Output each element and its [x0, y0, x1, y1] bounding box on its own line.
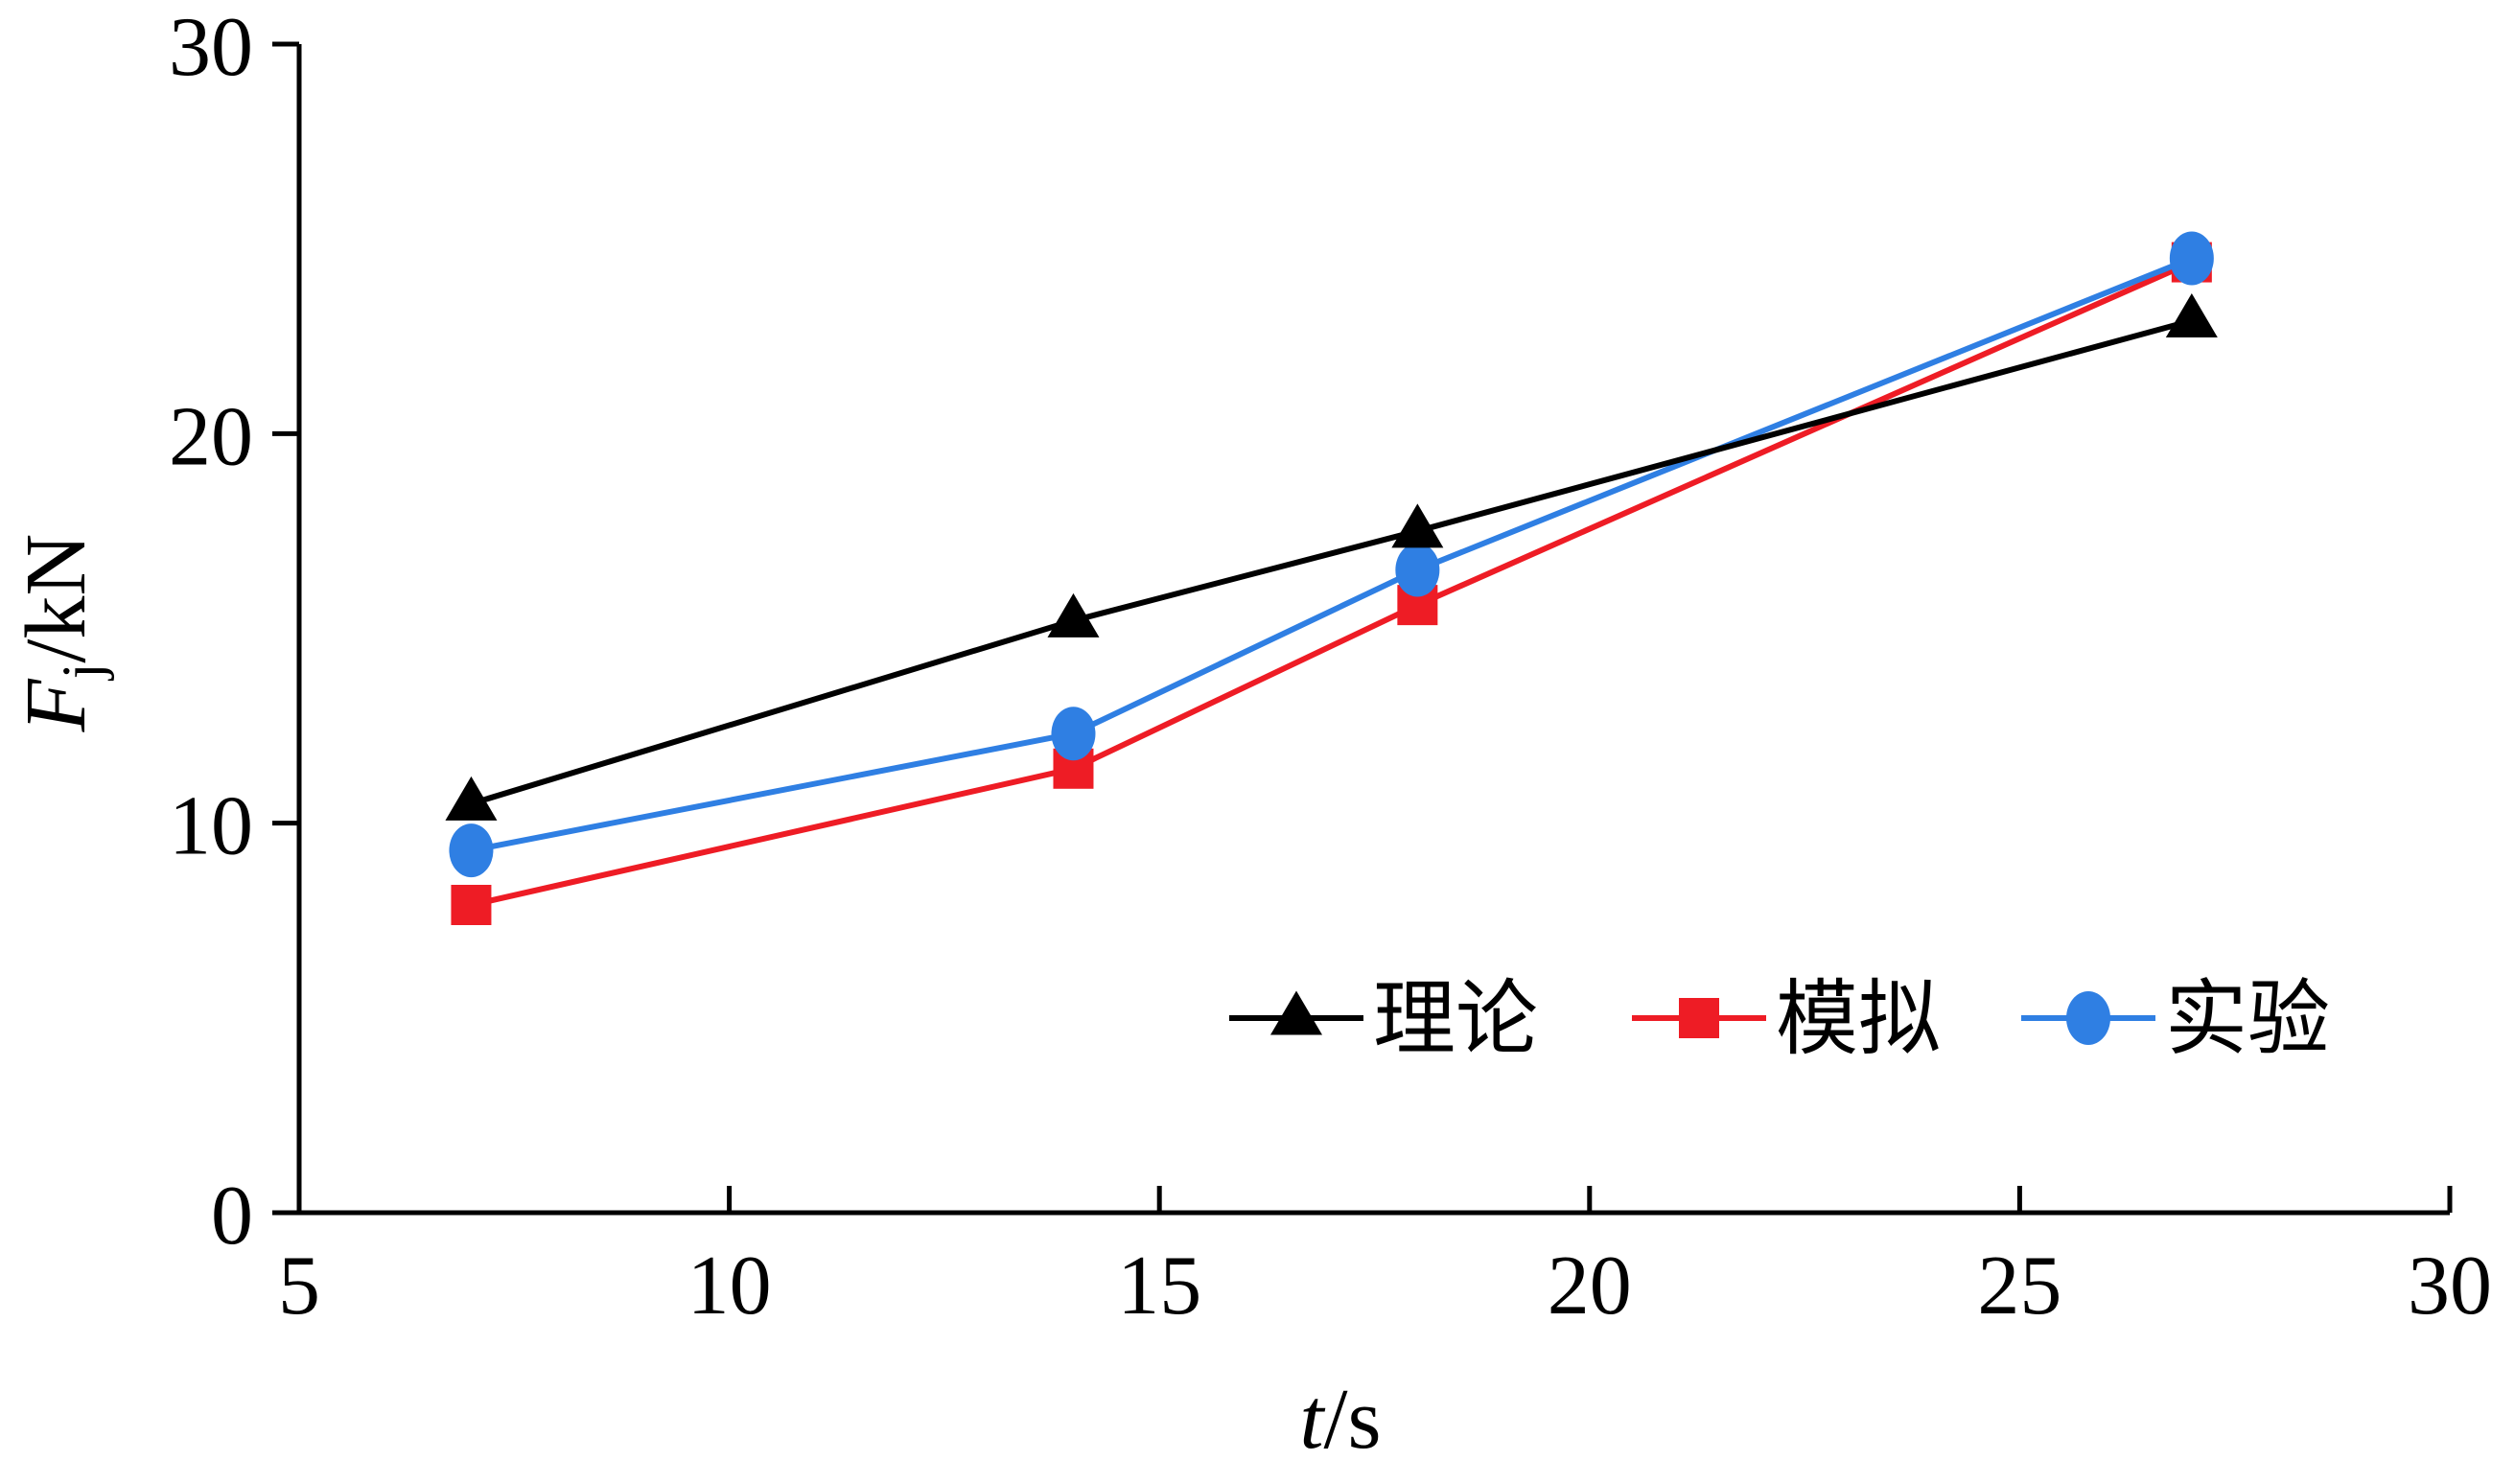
data-point: [449, 823, 494, 878]
legend-item-3: 实验: [2021, 971, 2330, 1067]
data-point: [445, 776, 498, 821]
data-point: [2165, 292, 2218, 337]
legend-label: 模拟: [1776, 971, 1941, 1067]
x-tick-label: 5: [278, 1240, 320, 1333]
legend-marker: [1679, 998, 1719, 1038]
series-line: [470, 255, 2193, 854]
y-tick-label: 10: [169, 780, 253, 873]
legend-marker: [2066, 991, 2110, 1045]
y-axis-title: Fj/kN: [9, 534, 114, 733]
y-tick-label: 30: [169, 1, 253, 94]
series-layer: [445, 231, 2218, 925]
series-2: [451, 242, 2212, 925]
data-point: [1051, 707, 1096, 761]
data-point: [1391, 503, 1444, 548]
data-point: [2169, 231, 2214, 286]
series-line: [470, 317, 2193, 807]
x-axis-title: t/s: [1299, 1372, 1381, 1467]
x-tick-label: 15: [1117, 1240, 1201, 1333]
x-tick-label: 10: [687, 1240, 772, 1333]
y-tick-label: 0: [211, 1170, 253, 1263]
y-tick-label: 20: [169, 390, 253, 483]
data-point: [1047, 592, 1100, 638]
legend-label: 理论: [1373, 971, 1538, 1067]
ticks: 5 10 15 20 25 30 0 10 20 30: [169, 1, 2492, 1333]
x-tick-label: 25: [1977, 1240, 2061, 1333]
axes: [296, 44, 2450, 1216]
legend-label: 实验: [2165, 971, 2330, 1067]
x-tick-label: 30: [2408, 1240, 2492, 1333]
legend-item-2: 模拟: [1632, 971, 1941, 1067]
x-tick-label: 20: [1548, 1240, 1632, 1333]
legend-item-1: 理论: [1229, 971, 1538, 1067]
series-3: [449, 231, 2214, 878]
legend: 理论 模拟 实验: [1229, 971, 2330, 1067]
data-point: [1395, 543, 1440, 597]
data-point: [451, 884, 492, 925]
series-1: [445, 292, 2218, 821]
series-line: [470, 259, 2194, 908]
legend-marker: [1270, 990, 1322, 1035]
